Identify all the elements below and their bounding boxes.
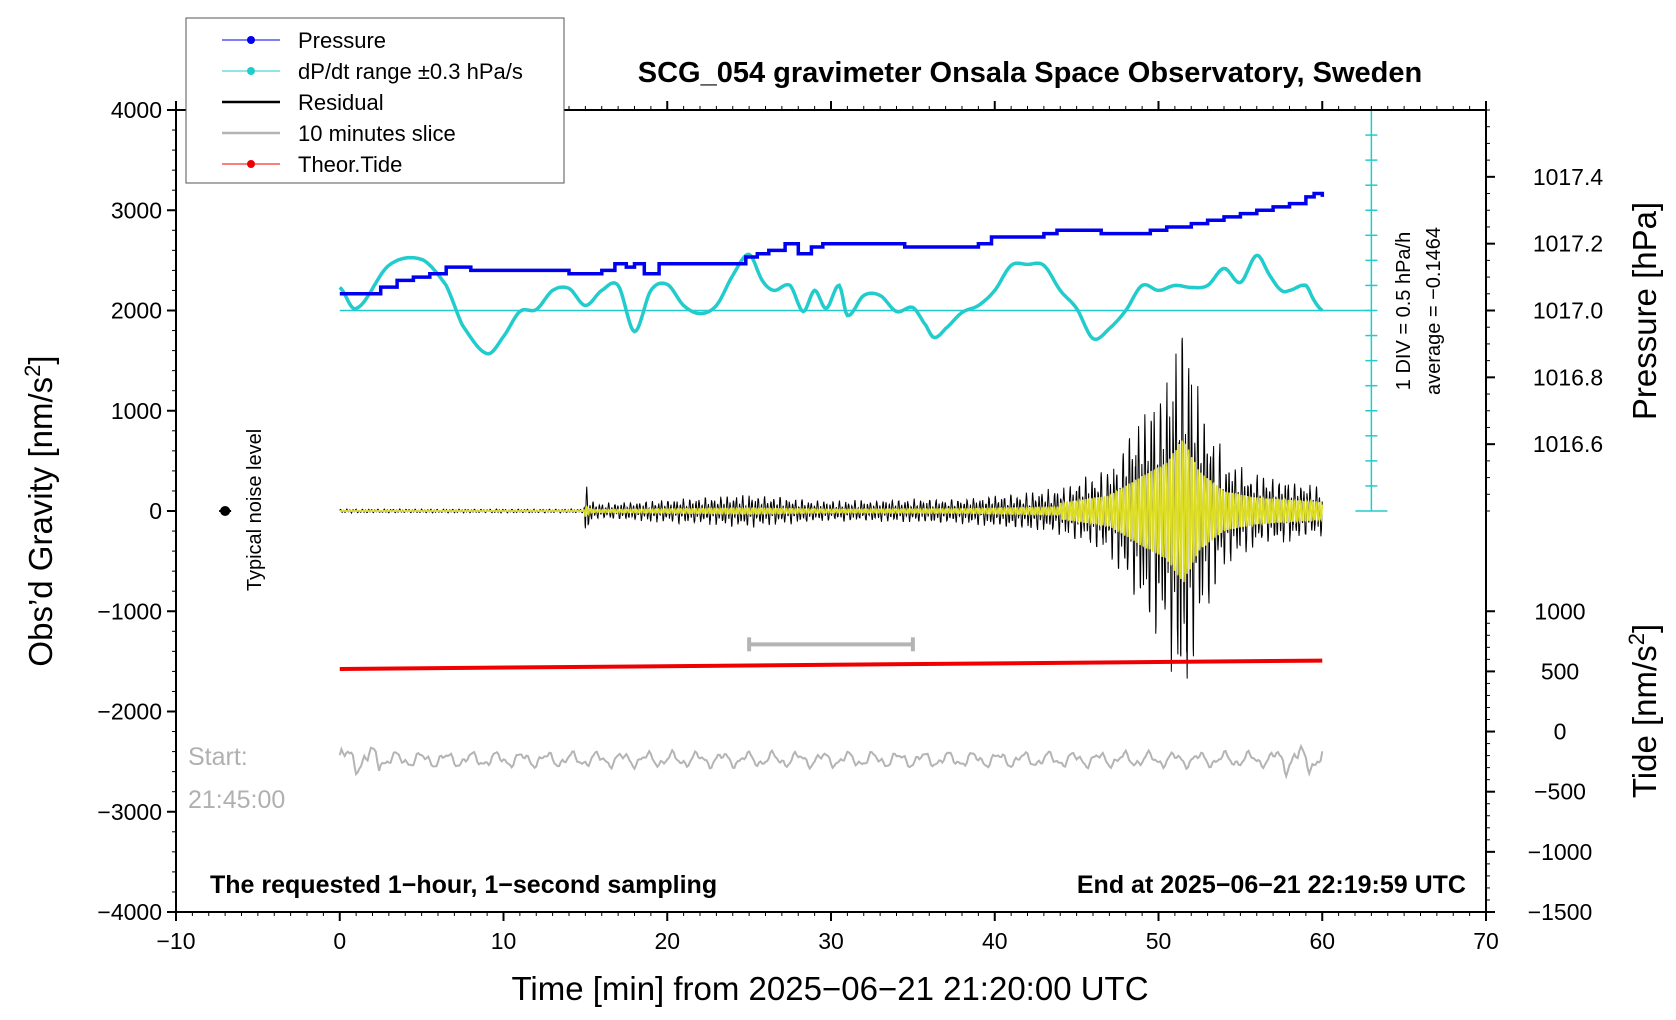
tide-tick-label: −1500 [1528, 899, 1593, 925]
legend-label: Residual [298, 90, 384, 115]
y-tick-label: −4000 [97, 899, 162, 925]
pressure-axis-ticks: 1016.6 1016.8 1017.0 1017.2 1017.4 [1486, 109, 1604, 512]
start-time: 21:45:00 [188, 786, 285, 814]
y-axis-label-left-sup: 2 [20, 365, 45, 377]
legend: Pressure dP/dt range ±0.3 hPa/s Residual 10… [185, 17, 565, 184]
dpdt-line [338, 252, 1324, 356]
tide-axis-ticks: −1500 −1000 −500 0 500 1000 [1486, 598, 1592, 925]
noise-level-label: Typical noise level [244, 429, 266, 591]
sampling-annotation: The requested 1−hour, 1−second sampling [210, 871, 717, 899]
y-tick-label: −1000 [97, 598, 162, 624]
x-tick-label: 20 [654, 928, 680, 954]
x-tick-label: 0 [333, 928, 346, 954]
pressure-line [339, 191, 1325, 296]
y-tick-label: 2000 [111, 298, 162, 324]
legend-label: 10 minutes slice [298, 121, 456, 146]
y-axis-label-tide: Tide [nm/s2] [1624, 624, 1663, 798]
tide-tick-label: 1000 [1534, 598, 1585, 624]
legend-swatch-marker [247, 67, 255, 75]
pressure-tick-label: 1017.0 [1533, 298, 1603, 324]
tide-line [339, 658, 1323, 671]
pressure-tick-label: 1016.6 [1533, 431, 1603, 457]
x-tick-label: 70 [1473, 928, 1499, 954]
data-layer [338, 191, 1325, 780]
y-tick-label: −3000 [97, 799, 162, 825]
tide-tick-label: −500 [1534, 779, 1586, 805]
y-axis-label-left: Obs’d Gravity [nm/s2] [20, 355, 59, 666]
y-tick-label: 4000 [111, 97, 162, 123]
end-time-annotation: End at 2025−06−21 22:19:59 UTC [1077, 871, 1466, 899]
legend-label: Theor.Tide [298, 152, 402, 177]
pressure-tick-label: 1017.2 [1533, 231, 1603, 257]
ten-minute-slice-line [338, 743, 1324, 780]
legend-box [185, 17, 565, 184]
x-axis-ticks: −10 0 10 20 30 40 50 60 70 [156, 101, 1499, 954]
x-tick-label: −10 [156, 928, 195, 954]
tide-tick-label: −1000 [1528, 839, 1593, 865]
start-label: Start: [188, 743, 248, 771]
y-axis-label-left-main: Obs’d Gravity [nm/s [22, 377, 59, 667]
y-tick-label: 3000 [111, 197, 162, 223]
dpdt-div-label: 1 DIV = 0.5 hPa/h [1393, 232, 1415, 390]
x-tick-label: 60 [1309, 928, 1335, 954]
pressure-tick-label: 1017.4 [1533, 164, 1604, 190]
y-axis-ticks: −4000 −3000 −2000 −1000 0 1000 2000 3000 4000 [97, 97, 176, 925]
tide-tick-label: 0 [1554, 719, 1567, 745]
y-axis-label-tide-main: Tide [nm/s [1626, 645, 1663, 798]
legend-label: Pressure [298, 28, 386, 53]
y-axis-label-pressure: Pressure [hPa] [1626, 202, 1663, 420]
noise-marker [219, 506, 232, 516]
residual-filtered-line [339, 440, 1323, 583]
legend-label: dP/dt range ±0.3 hPa/s [298, 59, 523, 84]
x-axis-label: Time [min] from 2025−06−21 21:20:00 UTC [511, 970, 1148, 1007]
y-tick-label: 1000 [111, 398, 162, 424]
chart-title: SCG_054 gravimeter Onsala Space Observat… [638, 57, 1422, 89]
x-tick-label: 10 [491, 928, 517, 954]
x-tick-label: 30 [818, 928, 844, 954]
y-tick-label: −2000 [97, 699, 162, 725]
y-axis-label-left-end: ] [22, 355, 59, 364]
legend-swatch-marker [247, 36, 255, 44]
pressure-tick-label: 1016.8 [1533, 364, 1603, 390]
noise-level-dot [220, 506, 231, 516]
x-tick-label: 40 [982, 928, 1008, 954]
tide-tick-label: 500 [1541, 658, 1579, 684]
y-tick-label: 0 [149, 498, 162, 524]
legend-entries: Pressure dP/dt range ±0.3 hPa/s Residual 10… [222, 28, 523, 177]
y-axis-label-tide-sup: 2 [1624, 633, 1649, 645]
legend-swatch-marker [247, 160, 255, 168]
y-axis-label-tide-end: ] [1626, 624, 1663, 633]
x-tick-label: 50 [1146, 928, 1172, 954]
dpdt-average-label: average = −0.1464 [1423, 227, 1445, 395]
